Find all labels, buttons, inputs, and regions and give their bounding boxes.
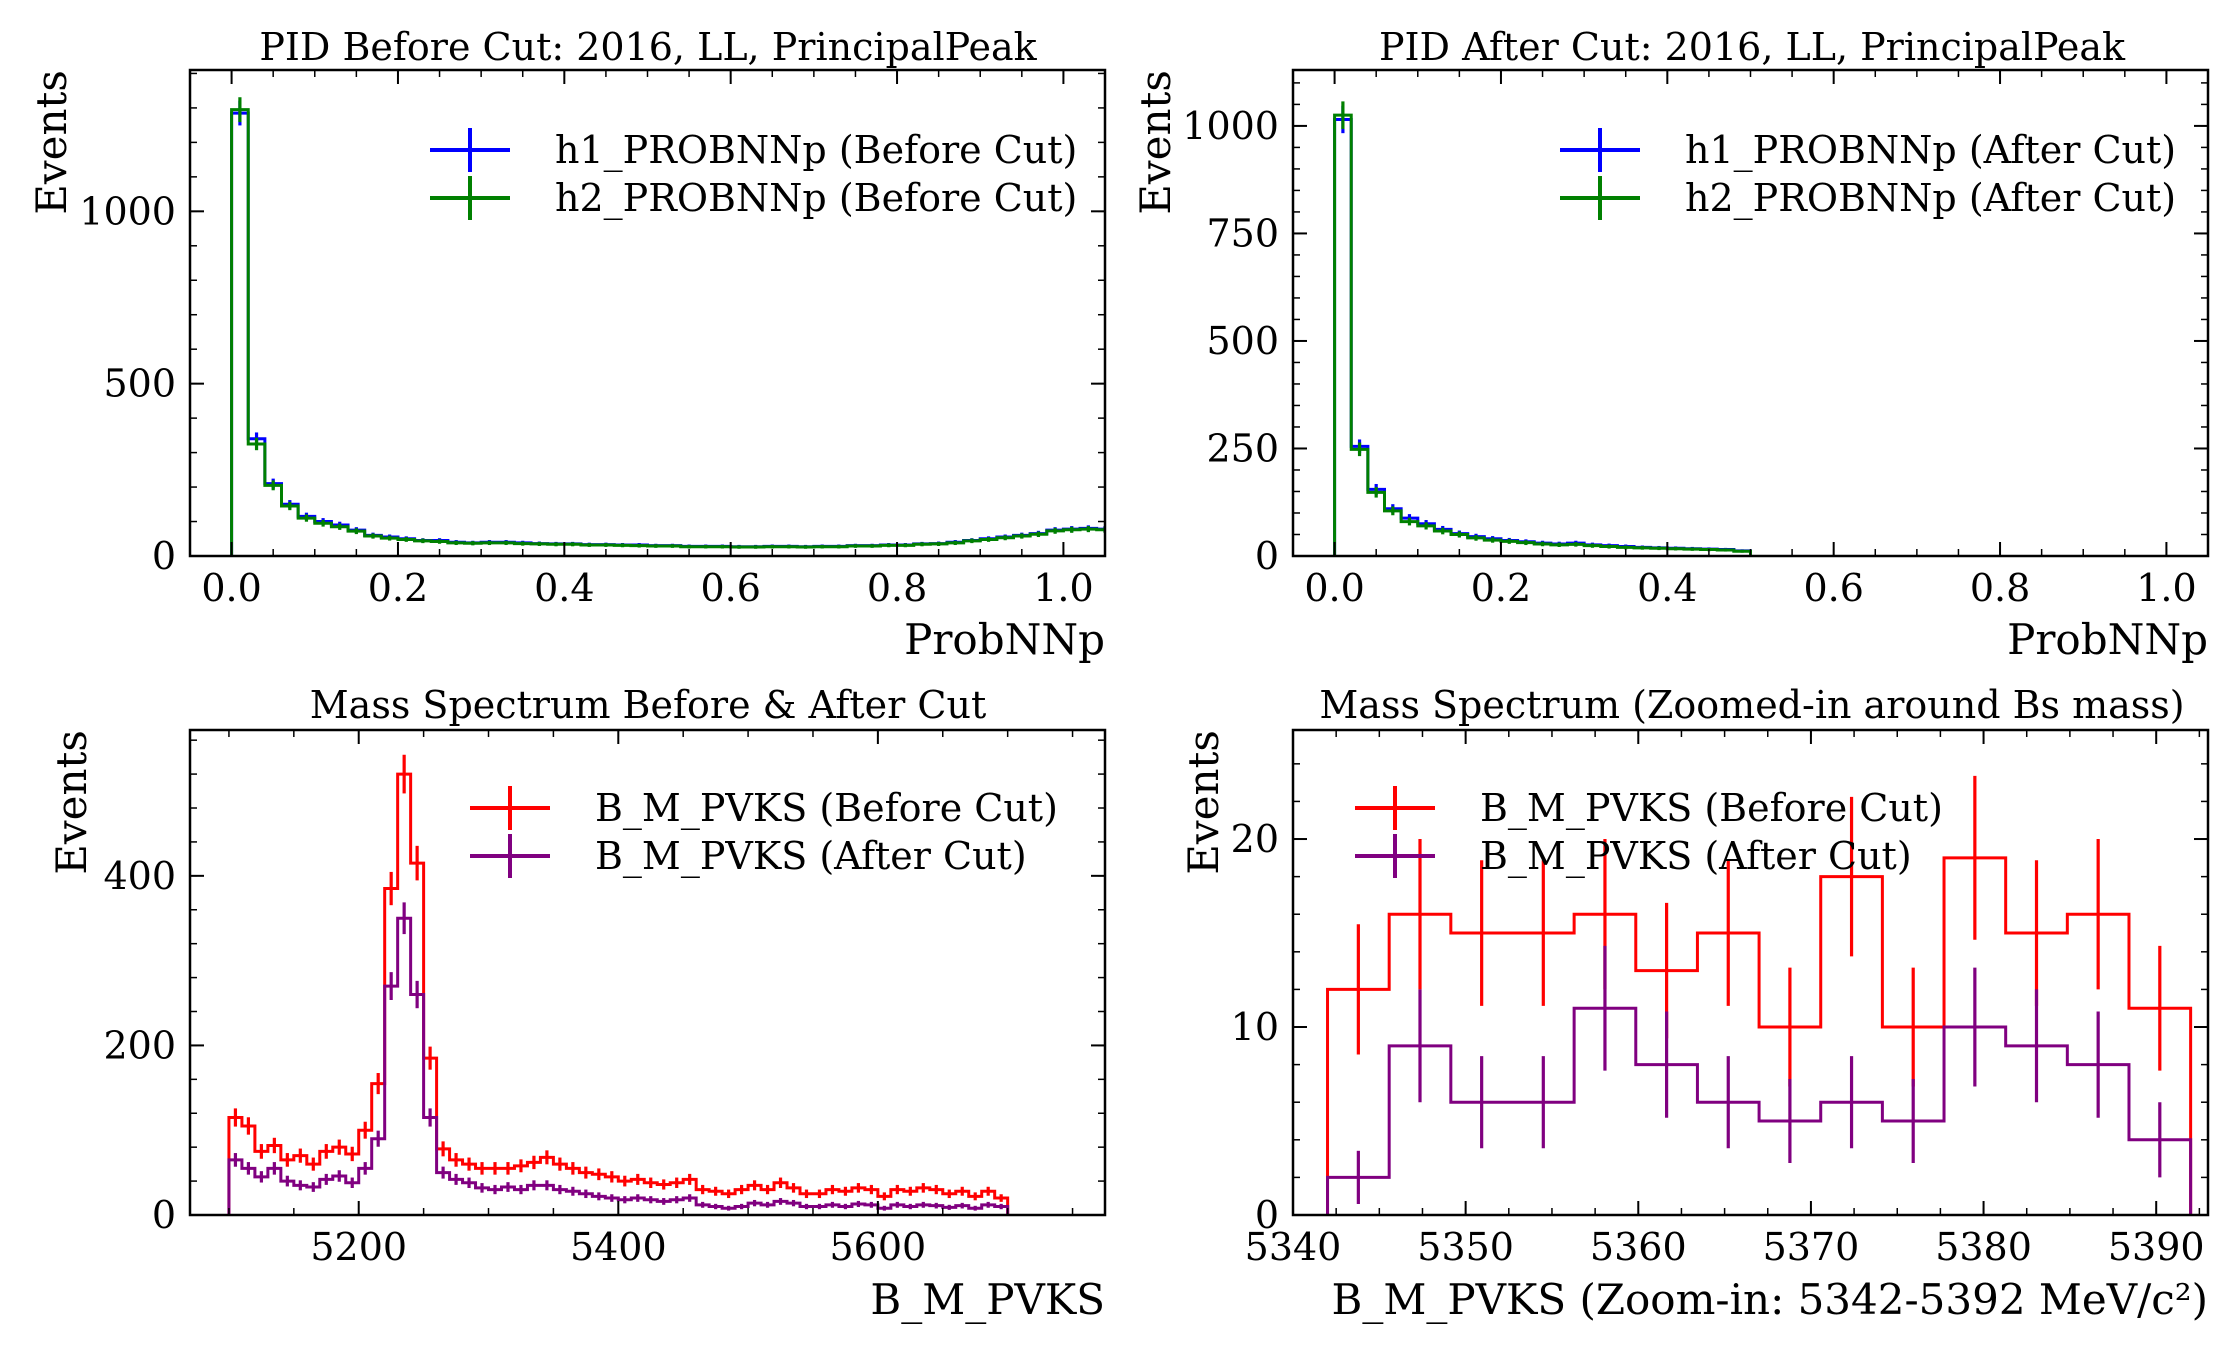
- chart-title: Mass Spectrum Before & After Cut: [310, 683, 986, 727]
- axes-frame: [188, 728, 1107, 1217]
- y-tick-label: 250: [1206, 426, 1279, 470]
- legend-label: B_M_PVKS (After Cut): [1480, 834, 1912, 879]
- y-tick-label: 1000: [79, 189, 176, 233]
- x-tick-label: 0.4: [534, 566, 594, 610]
- panel-pid-before-cut: PID Before Cut: 2016, LL, PrincipalPeak …: [27, 25, 1107, 664]
- x-axis-label: ProbNNp: [2007, 615, 2208, 664]
- histogram-step-line: [227, 916, 1010, 1215]
- x-tick-label: 5350: [1417, 1225, 1514, 1269]
- legend-label: B_M_PVKS (Before Cut): [595, 786, 1058, 831]
- y-tick-label: 0: [152, 1193, 176, 1237]
- x-tick-label: 0.6: [700, 566, 760, 610]
- y-tick-label: 0: [1255, 534, 1279, 578]
- y-axis-label: Events: [47, 730, 96, 875]
- y-axis-label: Events: [27, 70, 76, 215]
- chart-title: Mass Spectrum (Zoomed-in around Bs mass): [1319, 683, 2184, 727]
- x-axis-label: B_M_PVKS: [870, 1275, 1105, 1324]
- x-tick-label: 0.0: [201, 566, 261, 610]
- y-tick-label: 400: [103, 854, 176, 898]
- legend-label: h2_PROBNNp (Before Cut): [555, 176, 1077, 221]
- chart-title: PID After Cut: 2016, LL, PrincipalPeak: [1379, 25, 2126, 69]
- legend-label: h1_PROBNNp (Before Cut): [555, 128, 1077, 173]
- series-group: [1333, 101, 1752, 556]
- panel-mass-spectrum-zoom: Mass Spectrum (Zoomed-in around Bs mass)…: [1179, 683, 2210, 1324]
- histogram-step-line: [1326, 856, 2193, 1215]
- x-tick-label: 0.0: [1304, 566, 1364, 610]
- x-tick-label: 0.2: [1471, 566, 1531, 610]
- chart-title: PID Before Cut: 2016, LL, PrincipalPeak: [259, 25, 1037, 69]
- y-tick-label: 0: [152, 534, 176, 578]
- x-tick-label: 1.0: [1033, 566, 1093, 610]
- x-tick-label: 5380: [1935, 1225, 2032, 1269]
- series-group: [1326, 775, 2193, 1215]
- x-tick-label: 0.6: [1803, 566, 1863, 610]
- y-tick-label: 1000: [1182, 104, 1279, 148]
- legend-label: h1_PROBNNp (After Cut): [1685, 128, 2176, 173]
- legend-label: h2_PROBNNp (After Cut): [1685, 176, 2176, 221]
- x-tick-label: 5200: [310, 1225, 407, 1269]
- series-group: [227, 754, 1010, 1215]
- x-tick-label: 5370: [1763, 1225, 1860, 1269]
- y-tick-label: 750: [1206, 211, 1279, 255]
- x-axis-label: ProbNNp: [904, 615, 1105, 664]
- x-tick-label: 1.0: [2136, 566, 2196, 610]
- y-tick-label: 500: [103, 362, 176, 406]
- panel-pid-after-cut: PID After Cut: 2016, LL, PrincipalPeak P…: [1131, 25, 2210, 664]
- y-tick-label: 200: [103, 1023, 176, 1067]
- x-tick-label: 5400: [570, 1225, 667, 1269]
- x-tick-label: 5600: [830, 1225, 927, 1269]
- legend-label: B_M_PVKS (After Cut): [595, 834, 1027, 879]
- axes-frame: [1291, 728, 2210, 1217]
- y-tick-label: 500: [1206, 319, 1279, 363]
- x-tick-label: 5340: [1245, 1225, 1342, 1269]
- x-axis-label: B_M_PVKS (Zoom-in: 5342-5392 MeV/c²): [1331, 1275, 2208, 1324]
- histogram-step-line: [227, 772, 1010, 1215]
- y-tick-label: 0: [1255, 1193, 1279, 1237]
- legend-label: B_M_PVKS (Before Cut): [1480, 786, 1943, 831]
- histogram-step-line: [1326, 1006, 2193, 1215]
- y-axis-label: Events: [1131, 70, 1180, 215]
- x-tick-label: 0.2: [368, 566, 428, 610]
- panel-mass-spectrum: Mass Spectrum Before & After Cut B_M_PVK…: [47, 683, 1107, 1324]
- x-tick-label: 5360: [1590, 1225, 1687, 1269]
- x-tick-label: 0.8: [1970, 566, 2030, 610]
- y-axis-label: Events: [1179, 730, 1228, 875]
- x-tick-label: 0.4: [1637, 566, 1697, 610]
- y-tick-label: 20: [1231, 817, 1279, 861]
- x-tick-label: 0.8: [867, 566, 927, 610]
- x-tick-label: 5390: [2108, 1225, 2205, 1269]
- y-tick-label: 10: [1231, 1005, 1279, 1049]
